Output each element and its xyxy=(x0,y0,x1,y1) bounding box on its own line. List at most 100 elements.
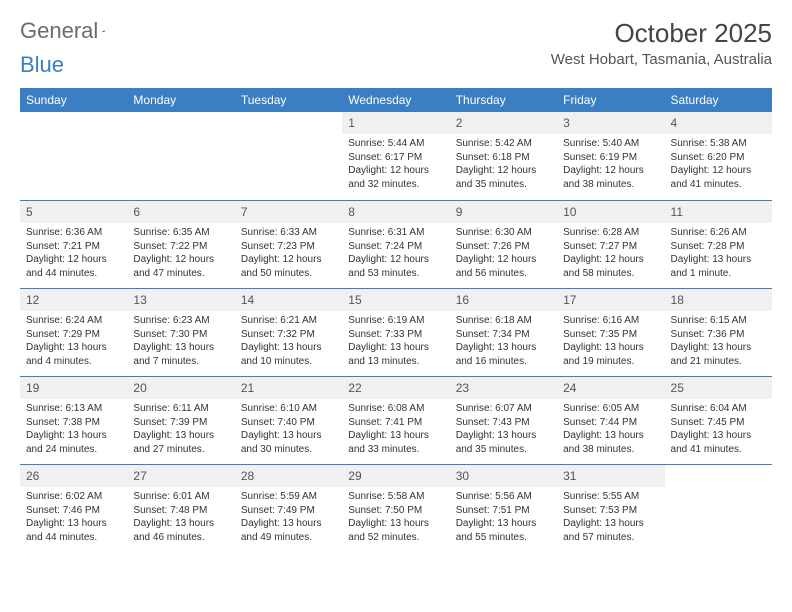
calendar-empty xyxy=(127,112,234,200)
day-content: Sunrise: 6:36 AMSunset: 7:21 PMDaylight:… xyxy=(20,223,127,284)
day-number: 5 xyxy=(20,200,127,223)
day-number: 29 xyxy=(342,464,449,487)
calendar-day: 29Sunrise: 5:58 AMSunset: 7:50 PMDayligh… xyxy=(342,464,449,552)
calendar-day: 26Sunrise: 6:02 AMSunset: 7:46 PMDayligh… xyxy=(20,464,127,552)
day-content: Sunrise: 6:13 AMSunset: 7:38 PMDaylight:… xyxy=(20,399,127,460)
day-number: 26 xyxy=(20,464,127,487)
day-number: 13 xyxy=(127,288,234,311)
day-content: Sunrise: 6:21 AMSunset: 7:32 PMDaylight:… xyxy=(235,311,342,372)
weekday-header: Tuesday xyxy=(235,88,342,112)
calendar-week: 1Sunrise: 5:44 AMSunset: 6:17 PMDaylight… xyxy=(20,112,772,200)
day-number: 24 xyxy=(557,376,664,399)
calendar-day: 9Sunrise: 6:30 AMSunset: 7:26 PMDaylight… xyxy=(450,200,557,288)
day-number: 18 xyxy=(665,288,772,311)
logo: General xyxy=(20,18,122,44)
day-number: 11 xyxy=(665,200,772,223)
day-content: Sunrise: 5:58 AMSunset: 7:50 PMDaylight:… xyxy=(342,487,449,548)
calendar-day: 20Sunrise: 6:11 AMSunset: 7:39 PMDayligh… xyxy=(127,376,234,464)
calendar-day: 8Sunrise: 6:31 AMSunset: 7:24 PMDaylight… xyxy=(342,200,449,288)
calendar-week: 12Sunrise: 6:24 AMSunset: 7:29 PMDayligh… xyxy=(20,288,772,376)
day-number: 8 xyxy=(342,200,449,223)
day-number: 7 xyxy=(235,200,342,223)
day-content: Sunrise: 6:26 AMSunset: 7:28 PMDaylight:… xyxy=(665,223,772,284)
day-number: 14 xyxy=(235,288,342,311)
calendar-day: 6Sunrise: 6:35 AMSunset: 7:22 PMDaylight… xyxy=(127,200,234,288)
weekday-header: Thursday xyxy=(450,88,557,112)
day-content: Sunrise: 5:56 AMSunset: 7:51 PMDaylight:… xyxy=(450,487,557,548)
logo-triangle-icon xyxy=(102,24,105,38)
day-number: 23 xyxy=(450,376,557,399)
calendar-week: 26Sunrise: 6:02 AMSunset: 7:46 PMDayligh… xyxy=(20,464,772,552)
calendar-day: 2Sunrise: 5:42 AMSunset: 6:18 PMDaylight… xyxy=(450,112,557,200)
day-number: 12 xyxy=(20,288,127,311)
calendar-day: 16Sunrise: 6:18 AMSunset: 7:34 PMDayligh… xyxy=(450,288,557,376)
calendar-day: 24Sunrise: 6:05 AMSunset: 7:44 PMDayligh… xyxy=(557,376,664,464)
day-content: Sunrise: 6:24 AMSunset: 7:29 PMDaylight:… xyxy=(20,311,127,372)
logo-text-blue: Blue xyxy=(20,52,64,78)
day-number: 1 xyxy=(342,112,449,134)
calendar-day: 21Sunrise: 6:10 AMSunset: 7:40 PMDayligh… xyxy=(235,376,342,464)
calendar-day: 25Sunrise: 6:04 AMSunset: 7:45 PMDayligh… xyxy=(665,376,772,464)
day-content: Sunrise: 5:59 AMSunset: 7:49 PMDaylight:… xyxy=(235,487,342,548)
day-content: Sunrise: 6:04 AMSunset: 7:45 PMDaylight:… xyxy=(665,399,772,460)
weekday-header: Saturday xyxy=(665,88,772,112)
weekday-header: Friday xyxy=(557,88,664,112)
day-content: Sunrise: 6:11 AMSunset: 7:39 PMDaylight:… xyxy=(127,399,234,460)
day-content: Sunrise: 6:19 AMSunset: 7:33 PMDaylight:… xyxy=(342,311,449,372)
calendar-day: 30Sunrise: 5:56 AMSunset: 7:51 PMDayligh… xyxy=(450,464,557,552)
day-content: Sunrise: 6:01 AMSunset: 7:48 PMDaylight:… xyxy=(127,487,234,548)
day-content: Sunrise: 6:31 AMSunset: 7:24 PMDaylight:… xyxy=(342,223,449,284)
location: West Hobart, Tasmania, Australia xyxy=(551,51,772,68)
day-content: Sunrise: 6:33 AMSunset: 7:23 PMDaylight:… xyxy=(235,223,342,284)
day-content: Sunrise: 6:07 AMSunset: 7:43 PMDaylight:… xyxy=(450,399,557,460)
day-number: 28 xyxy=(235,464,342,487)
calendar-day: 27Sunrise: 6:01 AMSunset: 7:48 PMDayligh… xyxy=(127,464,234,552)
day-number: 25 xyxy=(665,376,772,399)
day-number: 19 xyxy=(20,376,127,399)
month-title: October 2025 xyxy=(551,18,772,49)
calendar-empty xyxy=(20,112,127,200)
day-content: Sunrise: 6:02 AMSunset: 7:46 PMDaylight:… xyxy=(20,487,127,548)
day-content: Sunrise: 6:08 AMSunset: 7:41 PMDaylight:… xyxy=(342,399,449,460)
calendar-day: 5Sunrise: 6:36 AMSunset: 7:21 PMDaylight… xyxy=(20,200,127,288)
calendar-day: 31Sunrise: 5:55 AMSunset: 7:53 PMDayligh… xyxy=(557,464,664,552)
day-number: 22 xyxy=(342,376,449,399)
day-content: Sunrise: 5:55 AMSunset: 7:53 PMDaylight:… xyxy=(557,487,664,548)
calendar-day: 19Sunrise: 6:13 AMSunset: 7:38 PMDayligh… xyxy=(20,376,127,464)
calendar-week: 5Sunrise: 6:36 AMSunset: 7:21 PMDaylight… xyxy=(20,200,772,288)
calendar-day: 10Sunrise: 6:28 AMSunset: 7:27 PMDayligh… xyxy=(557,200,664,288)
day-number: 15 xyxy=(342,288,449,311)
day-content: Sunrise: 5:40 AMSunset: 6:19 PMDaylight:… xyxy=(557,134,664,195)
day-number: 10 xyxy=(557,200,664,223)
day-content: Sunrise: 6:15 AMSunset: 7:36 PMDaylight:… xyxy=(665,311,772,372)
day-content: Sunrise: 6:30 AMSunset: 7:26 PMDaylight:… xyxy=(450,223,557,284)
calendar-day: 14Sunrise: 6:21 AMSunset: 7:32 PMDayligh… xyxy=(235,288,342,376)
day-number: 16 xyxy=(450,288,557,311)
day-number: 6 xyxy=(127,200,234,223)
day-content: Sunrise: 6:05 AMSunset: 7:44 PMDaylight:… xyxy=(557,399,664,460)
calendar-empty xyxy=(235,112,342,200)
calendar-day: 28Sunrise: 5:59 AMSunset: 7:49 PMDayligh… xyxy=(235,464,342,552)
calendar-day: 17Sunrise: 6:16 AMSunset: 7:35 PMDayligh… xyxy=(557,288,664,376)
day-content: Sunrise: 6:18 AMSunset: 7:34 PMDaylight:… xyxy=(450,311,557,372)
calendar-day: 7Sunrise: 6:33 AMSunset: 7:23 PMDaylight… xyxy=(235,200,342,288)
day-content: Sunrise: 5:38 AMSunset: 6:20 PMDaylight:… xyxy=(665,134,772,195)
calendar-day: 11Sunrise: 6:26 AMSunset: 7:28 PMDayligh… xyxy=(665,200,772,288)
calendar-day: 12Sunrise: 6:24 AMSunset: 7:29 PMDayligh… xyxy=(20,288,127,376)
day-number: 2 xyxy=(450,112,557,134)
calendar-head: SundayMondayTuesdayWednesdayThursdayFrid… xyxy=(20,88,772,112)
day-content: Sunrise: 6:23 AMSunset: 7:30 PMDaylight:… xyxy=(127,311,234,372)
day-number: 31 xyxy=(557,464,664,487)
calendar-day: 13Sunrise: 6:23 AMSunset: 7:30 PMDayligh… xyxy=(127,288,234,376)
calendar-day: 23Sunrise: 6:07 AMSunset: 7:43 PMDayligh… xyxy=(450,376,557,464)
calendar-day: 4Sunrise: 5:38 AMSunset: 6:20 PMDaylight… xyxy=(665,112,772,200)
calendar-day: 3Sunrise: 5:40 AMSunset: 6:19 PMDaylight… xyxy=(557,112,664,200)
calendar-empty xyxy=(665,464,772,552)
day-content: Sunrise: 5:44 AMSunset: 6:17 PMDaylight:… xyxy=(342,134,449,195)
day-content: Sunrise: 5:42 AMSunset: 6:18 PMDaylight:… xyxy=(450,134,557,195)
calendar-day: 22Sunrise: 6:08 AMSunset: 7:41 PMDayligh… xyxy=(342,376,449,464)
title-block: October 2025 West Hobart, Tasmania, Aust… xyxy=(551,18,772,68)
calendar-week: 19Sunrise: 6:13 AMSunset: 7:38 PMDayligh… xyxy=(20,376,772,464)
day-number: 21 xyxy=(235,376,342,399)
weekday-header: Sunday xyxy=(20,88,127,112)
